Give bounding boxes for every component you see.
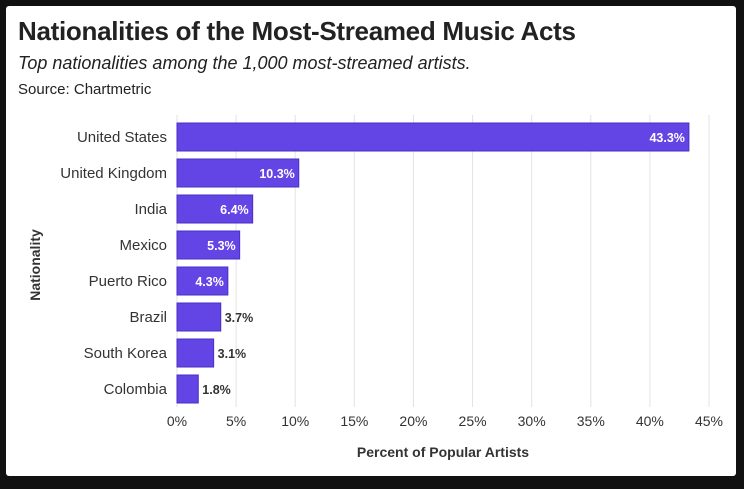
category-label: India	[134, 201, 167, 218]
category-label: United States	[77, 129, 167, 146]
data-label: 1.8%	[202, 383, 231, 397]
bar-chart: 43.3% 10.3% 6.4% 5.3% 4.3% 3.7% 3.1% 1.8% Unite…	[27, 115, 723, 460]
bar	[176, 302, 222, 332]
bar	[176, 266, 229, 296]
bar	[176, 122, 690, 152]
category-labels: United States United Kingdom India Mexico Pu…	[60, 129, 167, 398]
chart-title: Nationalities of the Most-Streamed Music…	[18, 16, 576, 46]
category-label: Puerto Rico	[89, 273, 167, 290]
y-axis-title: Nationality	[27, 229, 43, 301]
bar	[176, 158, 300, 188]
x-tick-label: 15%	[340, 413, 368, 429]
category-label: Brazil	[129, 309, 167, 326]
bar	[176, 230, 241, 260]
x-tick-label: 40%	[636, 413, 664, 429]
bar	[176, 374, 199, 404]
x-axis-title: Percent of Popular Artists	[357, 444, 529, 460]
category-label: Mexico	[119, 237, 167, 254]
data-label: 4.3%	[195, 275, 224, 289]
category-label: South Korea	[84, 345, 168, 362]
data-label: 3.1%	[218, 347, 247, 361]
x-tick-labels: 0% 5% 10% 15% 20% 25% 30% 35% 40% 45%	[167, 413, 723, 429]
x-tick-label: 30%	[518, 413, 546, 429]
bars: 43.3% 10.3% 6.4% 5.3% 4.3% 3.7% 3.1% 1.8%	[176, 122, 690, 404]
data-label: 10.3%	[259, 167, 294, 181]
x-tick-label: 25%	[459, 413, 487, 429]
data-label: 3.7%	[225, 311, 254, 325]
data-label: 43.3%	[649, 131, 684, 145]
x-tick-label: 20%	[399, 413, 427, 429]
chart-subtitle: Top nationalities among the 1,000 most-s…	[18, 53, 471, 73]
chart-card: Nationalities of the Most-Streamed Music…	[6, 6, 736, 476]
data-label: 5.3%	[207, 239, 236, 253]
x-tick-label: 35%	[577, 413, 605, 429]
category-label: Colombia	[104, 381, 168, 398]
category-label: United Kingdom	[60, 165, 167, 182]
bar	[176, 194, 254, 224]
x-tick-label: 0%	[167, 413, 187, 429]
x-tick-label: 45%	[695, 413, 723, 429]
chart-source: Source: Chartmetric	[18, 81, 152, 98]
bar	[176, 338, 215, 368]
data-label: 6.4%	[220, 203, 249, 217]
x-tick-label: 5%	[226, 413, 246, 429]
x-tick-label: 10%	[281, 413, 309, 429]
